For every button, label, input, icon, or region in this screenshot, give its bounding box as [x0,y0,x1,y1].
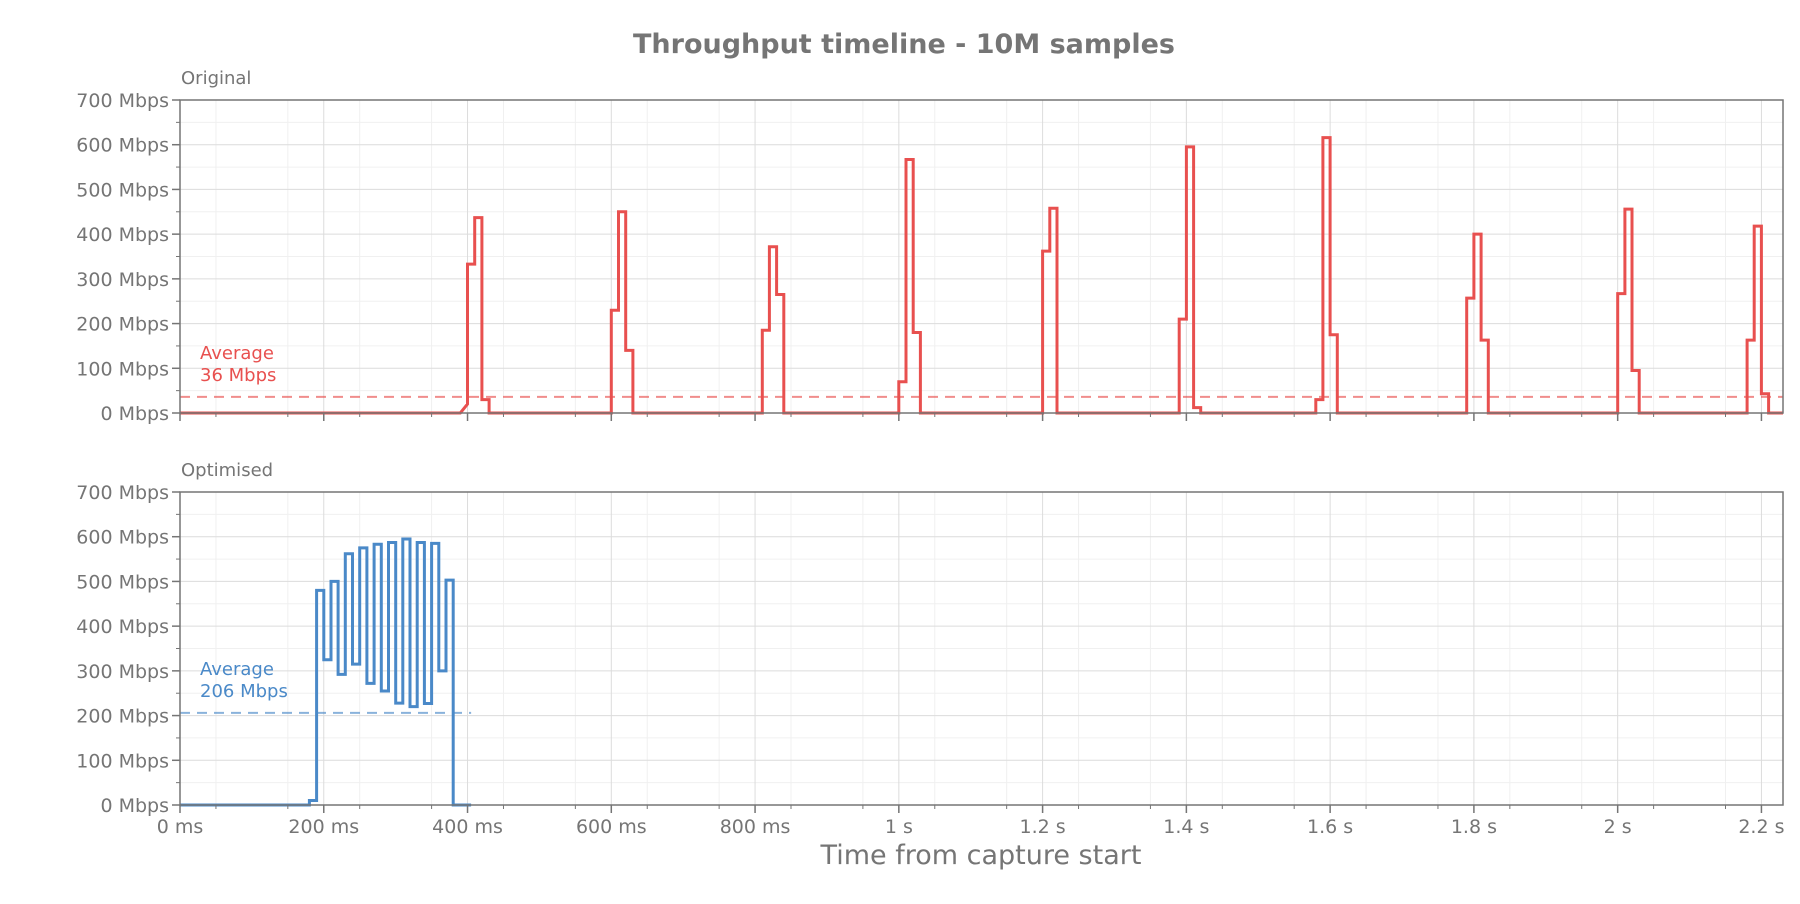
y-tick-label: 700 Mbps [76,482,169,504]
original-average-label: 36 Mbps [200,365,276,386]
y-tick-label: 0 Mbps [100,795,169,817]
y-tick-label: 400 Mbps [76,616,169,638]
y-tick-label: 200 Mbps [76,706,169,728]
x-tick-label: 0 ms [157,816,204,838]
x-tick-label: 2.2 s [1738,816,1784,838]
original-panel-label: Original [181,68,251,89]
x-tick-label: 1 s [885,816,913,838]
y-tick-label: 600 Mbps [76,135,169,157]
y-tick-label: 500 Mbps [76,571,169,593]
x-tick-label: 2 s [1604,816,1632,838]
chart-title: Throughput timeline - 10M samples [633,29,1175,60]
y-tick-label: 100 Mbps [76,750,169,772]
x-tick-label: 200 ms [288,816,359,838]
y-tick-label: 300 Mbps [76,661,169,683]
x-tick-label: 1.2 s [1020,816,1066,838]
optimised-average-label: 206 Mbps [200,681,288,702]
x-tick-label: 1.6 s [1307,816,1353,838]
original-average-label: Average [200,343,274,364]
x-tick-label: 600 ms [576,816,647,838]
x-tick-label: 1.4 s [1163,816,1209,838]
y-tick-label: 0 Mbps [100,403,169,425]
y-tick-label: 500 Mbps [76,179,169,201]
optimised-throughput-series [180,537,472,807]
y-tick-label: 200 Mbps [76,314,169,336]
optimised-average-label: Average [200,659,274,680]
y-tick-label: 300 Mbps [76,269,169,291]
x-tick-label: 800 ms [720,816,791,838]
optimised-panel-label: Optimised [181,460,273,481]
y-tick-label: 600 Mbps [76,527,169,549]
x-tick-label: 1.8 s [1451,816,1497,838]
x-axis-title: Time from capture start [820,840,1142,871]
x-tick-label: 400 ms [432,816,503,838]
y-tick-label: 100 Mbps [76,358,169,380]
y-tick-label: 400 Mbps [76,224,169,246]
y-tick-label: 700 Mbps [76,90,169,112]
